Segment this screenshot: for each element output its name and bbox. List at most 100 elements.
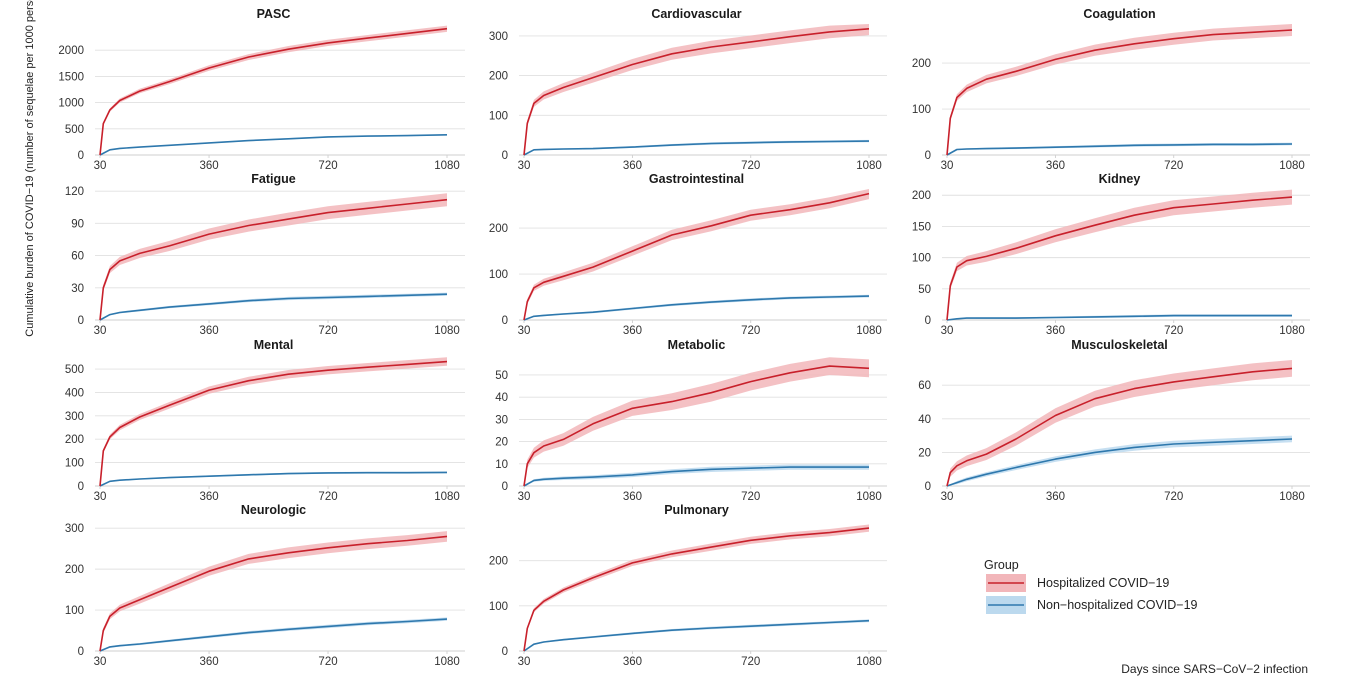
x-tick-label: 1080 xyxy=(434,160,460,172)
y-tick-label: 100 xyxy=(912,253,931,265)
x-tick-label: 720 xyxy=(741,491,760,503)
x-tick-label: 1080 xyxy=(1279,160,1305,172)
panel-title: Metabolic xyxy=(668,338,726,352)
y-tick-label: 60 xyxy=(918,380,931,392)
x-tick-label: 1080 xyxy=(856,491,882,503)
x-tick-label: 360 xyxy=(623,325,642,337)
x-tick-label: 720 xyxy=(741,160,760,172)
x-tick-label: 720 xyxy=(741,656,760,668)
y-tick-label: 0 xyxy=(925,150,931,162)
series-line-non-hospitalized xyxy=(523,619,870,652)
y-tick-label: 20 xyxy=(918,447,931,459)
panel-coagulation: Coagulation 0 100 200 30 360 720 1080 xyxy=(912,7,1310,172)
y-tick-label: 500 xyxy=(65,124,84,136)
x-tick-label: 360 xyxy=(199,656,218,668)
panel-title: Musculoskeletal xyxy=(1071,338,1168,352)
series-line-hospitalized xyxy=(523,192,870,321)
y-tick-label: 400 xyxy=(65,387,84,399)
x-tick-label: 30 xyxy=(518,491,531,503)
y-tick-label: 200 xyxy=(65,434,84,446)
ci-band-non-hospitalized xyxy=(947,142,1292,155)
panel-mental: Mental 0 100 200 300 400 500 30 360 720 1080 xyxy=(65,338,465,503)
x-tick-label: 720 xyxy=(318,325,337,337)
panel-title: Coagulation xyxy=(1083,7,1155,21)
panel-cardiovascular: Cardiovascular 0 100 200 300 30 360 720 1080 xyxy=(489,7,887,172)
x-tick-label: 360 xyxy=(199,325,218,337)
y-tick-label: 300 xyxy=(65,523,84,535)
series-line-non-hospitalized xyxy=(99,471,448,487)
y-tick-label: 1500 xyxy=(58,71,84,83)
x-tick-label: 30 xyxy=(941,491,954,503)
panel-pulmonary: Pulmonary 0 100 200 30 360 720 1080 xyxy=(489,503,887,668)
y-tick-label: 30 xyxy=(71,283,84,295)
panel-title: Fatigue xyxy=(251,172,295,186)
x-tick-label: 360 xyxy=(199,491,218,503)
panel-title: Neurologic xyxy=(241,503,306,517)
panel-title: Cardiovascular xyxy=(651,7,741,21)
y-tick-label: 0 xyxy=(502,646,508,658)
y-tick-label: 100 xyxy=(489,601,508,613)
y-tick-label: 1000 xyxy=(58,98,84,110)
y-tick-label: 300 xyxy=(65,411,84,423)
legend-entry-hospitalized: Hospitalized COVID−19 xyxy=(986,574,1169,592)
series-line-hospitalized xyxy=(946,29,1293,156)
x-tick-label: 1080 xyxy=(434,656,460,668)
y-tick-label: 100 xyxy=(912,104,931,116)
series-line-hospitalized xyxy=(946,196,1293,321)
series-line-non-hospitalized xyxy=(99,618,448,652)
series-line-non-hospitalized xyxy=(99,134,448,156)
x-tick-label: 720 xyxy=(1164,160,1183,172)
x-tick-label: 360 xyxy=(1046,160,1065,172)
series-line-hospitalized xyxy=(99,535,448,652)
legend-label: Non−hospitalized COVID−19 xyxy=(1037,598,1198,612)
x-tick-label: 30 xyxy=(518,325,531,337)
series-line-hospitalized xyxy=(99,360,448,487)
x-tick-label: 30 xyxy=(94,160,107,172)
panel-metabolic: Metabolic 0 10 20 30 40 50 30 360 720 1080 xyxy=(495,338,887,503)
x-tick-label: 1080 xyxy=(1279,491,1305,503)
ci-band-non-hospitalized xyxy=(100,292,447,320)
series-line-hospitalized xyxy=(946,367,1293,487)
ci-band-non-hospitalized xyxy=(524,464,869,486)
y-tick-label: 100 xyxy=(65,458,84,470)
ci-band-non-hospitalized xyxy=(524,294,869,320)
y-tick-label: 40 xyxy=(918,414,931,426)
ci-band-hospitalized xyxy=(100,193,447,320)
x-tick-label: 30 xyxy=(94,491,107,503)
ci-band-hospitalized xyxy=(947,189,1292,320)
x-tick-label: 30 xyxy=(941,325,954,337)
y-tick-label: 0 xyxy=(502,150,508,162)
y-tick-label: 0 xyxy=(925,315,931,327)
y-tick-label: 50 xyxy=(495,370,508,382)
x-tick-label: 30 xyxy=(941,160,954,172)
panel-pasc: PASC 0 500 1000 1500 2000 30 360 720 1080 xyxy=(58,7,465,172)
x-tick-label: 1080 xyxy=(1279,325,1305,337)
y-tick-label: 10 xyxy=(495,459,508,471)
legend-entries: Hospitalized COVID−19 Non−hospitalized CO… xyxy=(986,574,1198,614)
y-tick-label: 0 xyxy=(78,150,84,162)
y-tick-label: 100 xyxy=(489,110,508,122)
ci-band-hospitalized xyxy=(524,189,869,320)
y-tick-label: 0 xyxy=(502,481,508,493)
y-tick-label: 2000 xyxy=(58,45,84,57)
panel-fatigue: Fatigue 0 30 60 90 120 30 360 720 1080 xyxy=(65,172,465,337)
series-line-non-hospitalized xyxy=(946,438,1293,487)
panel-musculoskeletal: Musculoskeletal 0 20 40 60 30 360 720 1080 xyxy=(918,338,1310,503)
x-tick-label: 1080 xyxy=(856,160,882,172)
y-tick-label: 200 xyxy=(912,58,931,70)
y-tick-label: 100 xyxy=(489,269,508,281)
y-axis-label: Cumulative burden of COVID−19 (number of… xyxy=(24,0,36,337)
ci-band-hospitalized xyxy=(524,357,869,486)
y-tick-label: 40 xyxy=(495,392,508,404)
panel-title: Gastrointestinal xyxy=(649,172,744,186)
x-tick-label: 1080 xyxy=(856,656,882,668)
ci-band-non-hospitalized xyxy=(524,619,869,651)
y-tick-label: 120 xyxy=(65,186,84,198)
ci-band-hospitalized xyxy=(524,24,869,155)
y-tick-label: 0 xyxy=(78,646,84,658)
y-tick-label: 30 xyxy=(495,414,508,426)
x-tick-label: 360 xyxy=(623,656,642,668)
x-tick-label: 1080 xyxy=(434,491,460,503)
x-tick-label: 720 xyxy=(1164,491,1183,503)
